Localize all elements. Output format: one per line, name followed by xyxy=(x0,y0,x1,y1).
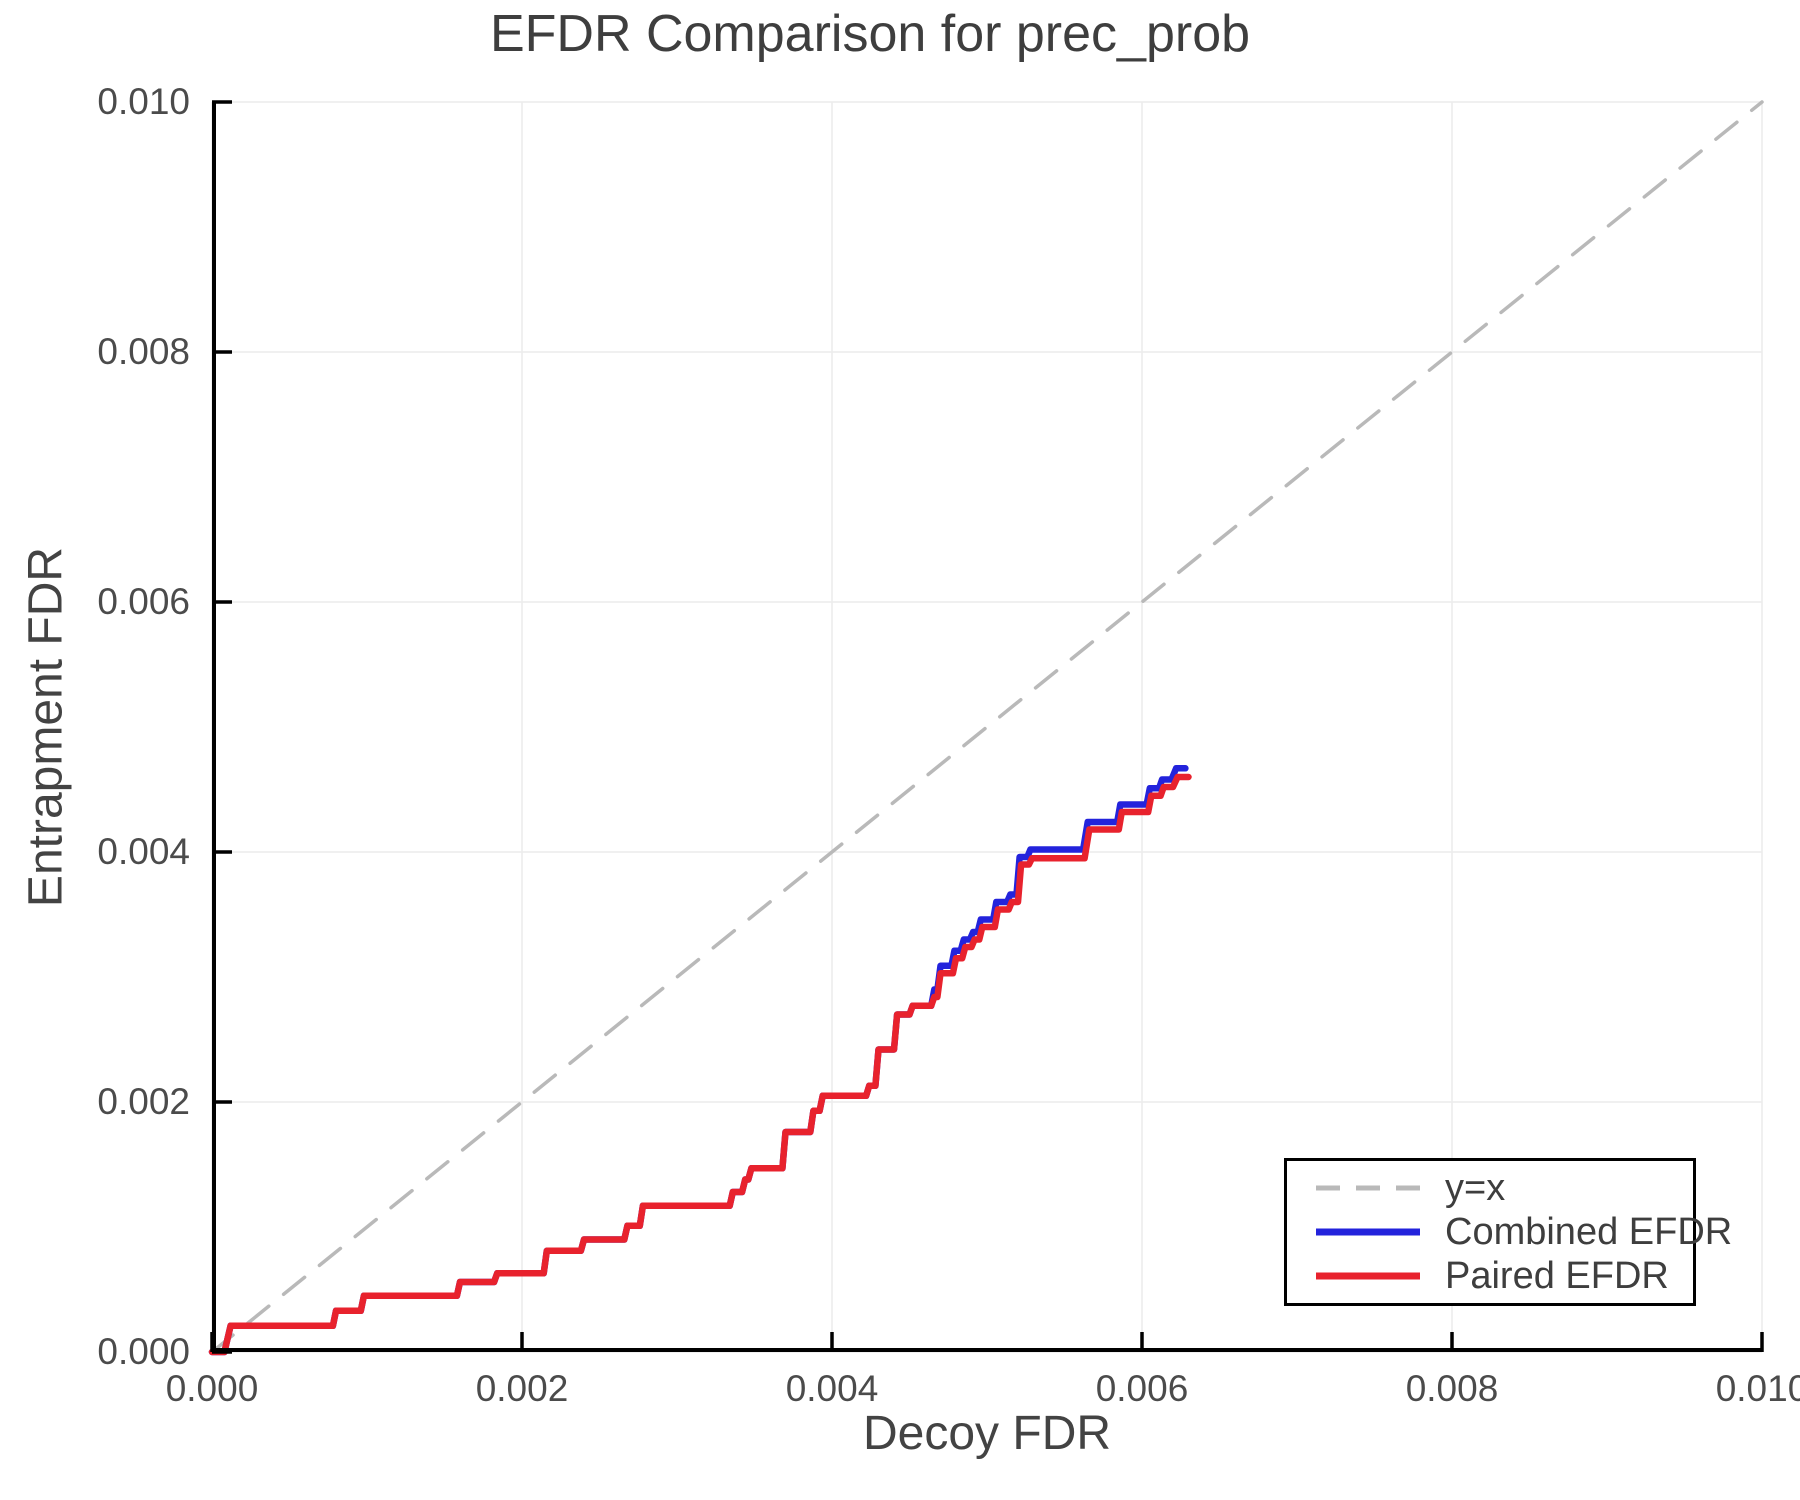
x-tick-label: 0.006 xyxy=(1095,1368,1189,1409)
paired-efdr-line-swatch xyxy=(1316,1272,1420,1280)
legend-label: Combined EFDR xyxy=(1445,1210,1733,1253)
combined-efdr-line-swatch xyxy=(1316,1228,1420,1236)
legend-item-paired-efdr: Paired EFDR xyxy=(1315,1255,1693,1297)
chart-title: EFDR Comparison for prec_prob xyxy=(489,5,1251,63)
x-tick-label: 0.008 xyxy=(1405,1368,1499,1409)
y-tick-label: 0.006 xyxy=(97,581,190,622)
x-tick-label: 0.004 xyxy=(785,1368,879,1409)
y-tick-label: 0.004 xyxy=(97,831,190,872)
identity-line xyxy=(210,100,1764,1354)
legend-label: y=x xyxy=(1445,1166,1506,1209)
plot-svg xyxy=(208,100,1764,1356)
identity-line-swatch xyxy=(1316,1185,1420,1191)
x-axis-label: Decoy FDR xyxy=(862,1407,1112,1460)
x-tick-label: 0.010 xyxy=(1715,1368,1800,1409)
legend-item-identity: y=x xyxy=(1315,1167,1693,1209)
y-tick-label: 0.010 xyxy=(97,81,190,122)
y-tick-label: 0.002 xyxy=(97,1081,190,1122)
x-tick-label: 0.002 xyxy=(475,1368,569,1409)
legend: y=x Combined EFDR Paired EFDR xyxy=(1284,1158,1732,1306)
y-axis-label: Entrapment FDR xyxy=(19,546,73,908)
plot-area: y=x Combined EFDR Paired EFDR 0.000 0.002… xyxy=(97,81,1800,1409)
legend-item-combined-efdr: Combined EFDR xyxy=(1315,1211,1732,1253)
y-tick-label: 0.000 xyxy=(97,1331,190,1372)
legend-label: Paired EFDR xyxy=(1445,1254,1669,1297)
y-tick-label: 0.008 xyxy=(97,331,190,372)
paired-efdr-line xyxy=(208,773,1192,1356)
x-tick-label: 0.000 xyxy=(165,1368,259,1409)
